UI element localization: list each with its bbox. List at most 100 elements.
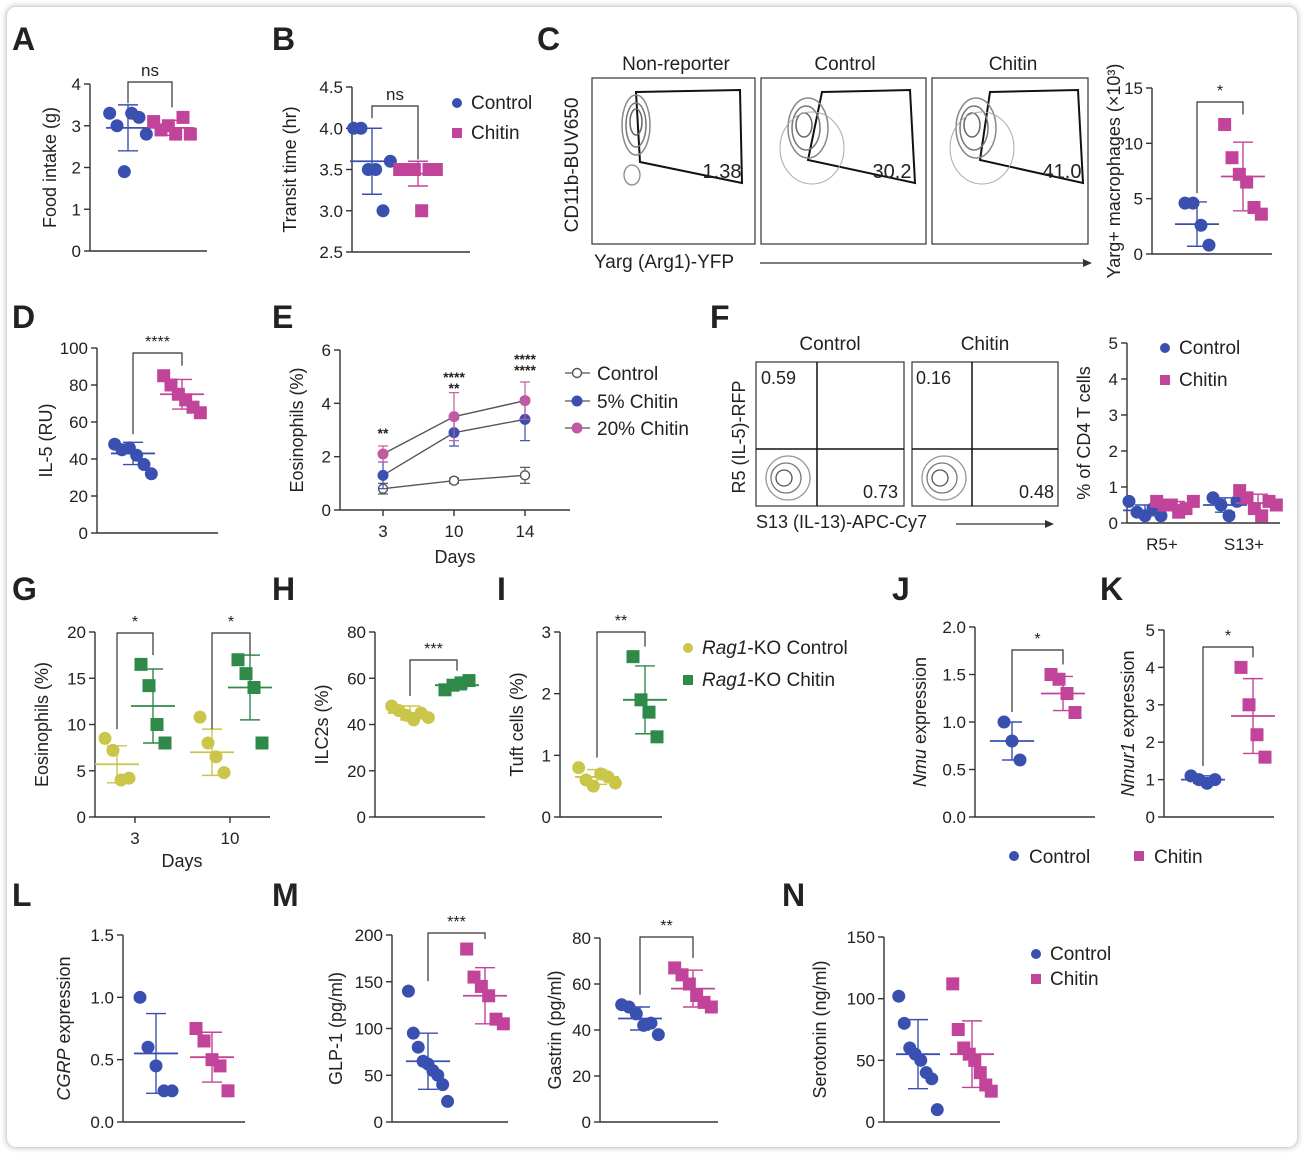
F2-legend-marker <box>1160 375 1170 385</box>
B-sig-bracket <box>371 105 419 160</box>
K-ytick-label: 2 <box>1146 733 1155 752</box>
figure-frame <box>6 6 1298 1148</box>
N-ytick-label: 150 <box>847 928 875 947</box>
G-sig-label: * <box>228 614 234 631</box>
panel-label-d: D <box>12 299 35 335</box>
D-ylabel: IL-5 (RU) <box>36 403 56 477</box>
C2-ytick-label: 15 <box>1124 79 1143 98</box>
C2-point <box>1225 151 1239 165</box>
H-sig-bracket <box>409 659 458 696</box>
N-ytick-label: 0 <box>866 1113 875 1132</box>
F2-point <box>1269 498 1283 512</box>
G-ytick-label: 10 <box>67 716 86 735</box>
panel-label-h: H <box>272 571 295 607</box>
JK-legend-marker <box>1134 851 1144 861</box>
E-xtick-label: 10 <box>445 522 464 541</box>
B-legend-marker <box>452 128 462 138</box>
B-legend-label: Chitin <box>471 123 520 144</box>
N-point <box>914 1053 928 1067</box>
A-ytick-label: 3 <box>72 117 81 136</box>
E-xtick-label: 3 <box>378 522 387 541</box>
M1-point <box>460 942 474 956</box>
E-point <box>448 411 460 423</box>
L-ytick-label: 1.5 <box>90 926 114 945</box>
E-sig-label: **** <box>514 362 536 378</box>
flow-c-gate-2: 30.2 <box>873 161 912 183</box>
M1-point <box>411 1040 425 1054</box>
K-ytick-label: 0 <box>1146 808 1155 827</box>
panel-label-b: B <box>272 21 295 57</box>
A-point <box>183 127 197 141</box>
M2-ytick-label: 80 <box>572 929 591 948</box>
G-xlabel: Days <box>161 851 202 871</box>
JK-legend-label: Control <box>1029 847 1090 868</box>
G-point <box>122 771 136 785</box>
J-ylabel: Nmu expression <box>910 657 930 787</box>
D-sig-bracket <box>132 352 183 435</box>
N-point <box>925 1072 939 1086</box>
C2-point <box>1254 207 1268 221</box>
A-ylabel: Food intake (g) <box>40 107 60 228</box>
L-point <box>165 1084 179 1098</box>
B-legend-marker <box>452 98 462 108</box>
D-ytick-label: 20 <box>69 487 88 506</box>
B-point <box>376 204 390 218</box>
D-ytick-label: 100 <box>60 339 88 358</box>
F2-xtick-label: R5+ <box>1146 535 1178 554</box>
I-sig-bracket <box>596 631 646 758</box>
flow-f-bottomright-1: 0.73 <box>863 482 898 502</box>
B-ytick-label: 3.5 <box>319 161 343 180</box>
panel-label-m: M <box>272 877 299 913</box>
F2-ylabel: % of CD4 T cells <box>1074 366 1094 499</box>
G-point <box>209 750 223 764</box>
B-point <box>354 121 368 135</box>
D-point <box>193 406 207 420</box>
G-point <box>134 657 148 671</box>
K-point <box>1250 728 1264 742</box>
K-sig-bracket <box>1202 646 1254 766</box>
I-point <box>650 730 664 744</box>
K-ytick-label: 4 <box>1146 658 1155 677</box>
K-ytick-label: 5 <box>1146 621 1155 640</box>
D-ytick-label: 80 <box>69 376 88 395</box>
A-point <box>117 165 131 179</box>
E-point <box>377 469 389 481</box>
flow-c-ylabel: CD11b-BUV650 <box>562 98 583 233</box>
panel-label-k: K <box>1100 571 1123 607</box>
flow-c-plot-3: 41.0 <box>931 77 1089 245</box>
M1-point <box>401 984 415 998</box>
F2-ytick-label: 4 <box>1109 370 1118 389</box>
I-legend-marker <box>683 675 693 685</box>
M2-ylabel: Gastrin (pg/ml) <box>545 970 565 1089</box>
B-ytick-label: 4.0 <box>319 119 343 138</box>
E-point <box>448 475 460 486</box>
K-ylabel: Nmur1 expression <box>1118 650 1138 796</box>
flow-f-title-2: Chitin <box>961 334 1010 355</box>
panel-label-a: A <box>12 21 35 57</box>
C2-ytick-label: 10 <box>1124 134 1143 153</box>
J-ytick-label: 2.0 <box>942 618 966 637</box>
E-ytick-label: 2 <box>322 448 331 467</box>
M1-sig-label: *** <box>447 914 466 931</box>
G-point <box>217 766 231 780</box>
F2-ytick-label: 0 <box>1109 514 1118 533</box>
M2-ytick-label: 60 <box>572 975 591 994</box>
L-ytick-label: 0.0 <box>90 1113 114 1132</box>
K-ytick-label: 1 <box>1146 771 1155 790</box>
G-point <box>142 679 156 693</box>
G-ytick-label: 20 <box>67 623 86 642</box>
B-legend-label: Control <box>471 93 532 114</box>
H-point <box>421 711 435 725</box>
N-legend-label: Control <box>1050 944 1111 965</box>
M2-point <box>704 1000 718 1014</box>
panel-label-g: G <box>12 571 37 607</box>
E-sig-label: **** <box>443 369 465 385</box>
G-point <box>150 718 164 731</box>
E-legend-label: 20% Chitin <box>597 419 689 440</box>
E-legend-marker <box>571 395 583 407</box>
G-point <box>106 743 120 757</box>
G-point <box>255 736 269 750</box>
panel-label-f: F <box>710 299 730 335</box>
G-point <box>201 736 215 750</box>
